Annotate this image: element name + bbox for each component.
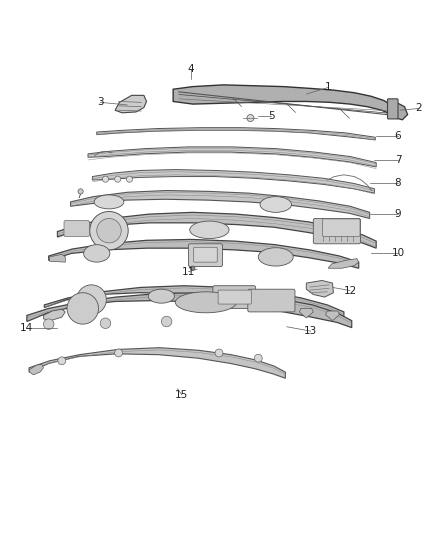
FancyBboxPatch shape xyxy=(248,289,295,312)
Text: 5: 5 xyxy=(268,111,275,121)
Circle shape xyxy=(77,285,106,314)
Circle shape xyxy=(43,319,54,329)
Circle shape xyxy=(102,176,109,182)
Polygon shape xyxy=(29,364,43,375)
Polygon shape xyxy=(43,309,65,321)
Circle shape xyxy=(247,115,254,122)
Polygon shape xyxy=(49,254,65,262)
Text: 13: 13 xyxy=(304,326,317,336)
Polygon shape xyxy=(97,128,375,140)
Polygon shape xyxy=(325,311,339,321)
Circle shape xyxy=(127,176,133,182)
FancyBboxPatch shape xyxy=(322,219,360,236)
FancyBboxPatch shape xyxy=(218,290,251,304)
Circle shape xyxy=(161,316,172,327)
Circle shape xyxy=(58,357,66,365)
FancyBboxPatch shape xyxy=(213,286,256,309)
Polygon shape xyxy=(328,259,359,268)
Polygon shape xyxy=(27,293,352,328)
FancyBboxPatch shape xyxy=(64,221,89,236)
FancyBboxPatch shape xyxy=(188,244,223,266)
Text: 7: 7 xyxy=(395,155,401,165)
Polygon shape xyxy=(71,190,370,219)
Ellipse shape xyxy=(190,221,229,239)
FancyBboxPatch shape xyxy=(388,99,398,119)
Circle shape xyxy=(78,189,83,194)
Text: 14: 14 xyxy=(20,322,34,333)
Circle shape xyxy=(115,176,121,182)
Polygon shape xyxy=(29,348,286,378)
Ellipse shape xyxy=(148,289,174,303)
Polygon shape xyxy=(115,95,147,113)
Text: 6: 6 xyxy=(395,132,401,141)
Circle shape xyxy=(100,318,111,328)
Polygon shape xyxy=(92,169,374,193)
Polygon shape xyxy=(393,101,408,120)
Polygon shape xyxy=(299,309,313,318)
Text: 3: 3 xyxy=(97,98,103,107)
Circle shape xyxy=(115,349,123,357)
Polygon shape xyxy=(44,286,344,318)
Ellipse shape xyxy=(94,195,124,209)
Circle shape xyxy=(254,354,262,362)
Ellipse shape xyxy=(258,248,293,266)
Text: 11: 11 xyxy=(182,266,195,277)
Ellipse shape xyxy=(84,245,110,262)
Polygon shape xyxy=(173,85,398,118)
FancyBboxPatch shape xyxy=(194,247,217,262)
Text: 1: 1 xyxy=(325,83,332,93)
Polygon shape xyxy=(49,239,359,268)
Polygon shape xyxy=(306,280,333,297)
Text: 4: 4 xyxy=(187,64,194,74)
Circle shape xyxy=(67,293,99,324)
Polygon shape xyxy=(88,147,376,167)
Polygon shape xyxy=(72,309,86,319)
Text: 12: 12 xyxy=(343,286,357,295)
FancyBboxPatch shape xyxy=(313,219,360,244)
Circle shape xyxy=(97,219,121,243)
Text: 2: 2 xyxy=(416,103,422,114)
Circle shape xyxy=(90,212,128,250)
Ellipse shape xyxy=(175,292,237,313)
Text: 9: 9 xyxy=(395,209,401,219)
Circle shape xyxy=(191,266,195,270)
Ellipse shape xyxy=(260,197,291,212)
Text: 8: 8 xyxy=(395,177,401,188)
Text: 10: 10 xyxy=(392,248,405,259)
Text: 15: 15 xyxy=(175,390,188,400)
Circle shape xyxy=(215,349,223,357)
Polygon shape xyxy=(57,212,376,248)
